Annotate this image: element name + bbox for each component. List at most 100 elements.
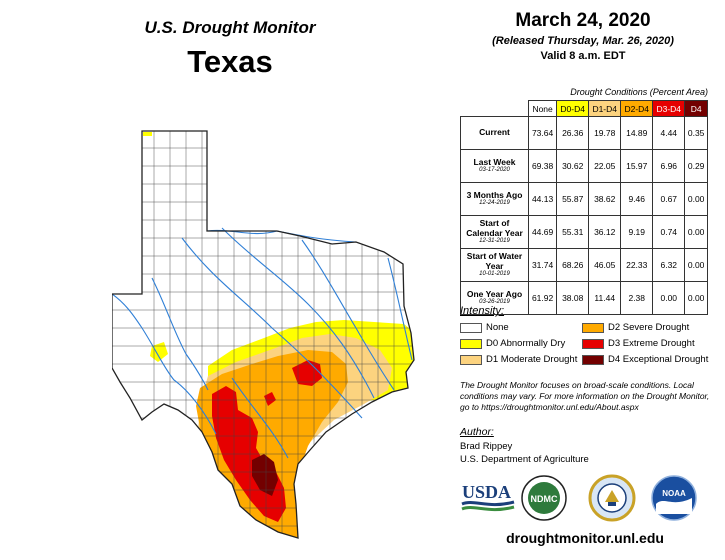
table-row: Start of Water Year 10-01-2019 31.74 68.2…	[460, 248, 708, 282]
table-cell: 0.67	[652, 182, 686, 216]
drought-monitor-note: The Drought Monitor focuses on broad-sca…	[460, 380, 710, 413]
d3-small-patch	[264, 392, 276, 406]
row-label: Start of Water Year 10-01-2019	[460, 248, 529, 282]
table-header-row: None D0-D4 D1-D4 D2-D4 D3-D4 D4	[460, 100, 708, 117]
table-cell: 55.87	[556, 182, 590, 216]
table-cell: 6.32	[652, 248, 686, 282]
table-row: Last Week 03-17-2020 69.38 30.62 22.05 15…	[460, 149, 708, 183]
table-cell: 73.64	[527, 116, 558, 150]
drought-stats-table: None D0-D4 D1-D4 D2-D4 D3-D4 D4 Current …	[460, 100, 708, 315]
table-caption: Drought Conditions (Percent Area)	[570, 87, 708, 97]
sabine-river	[387, 257, 413, 361]
pecos-river	[151, 277, 209, 391]
table-cell: 22.33	[620, 248, 654, 282]
commerce-seal-logo	[588, 474, 636, 522]
texas-drought-map	[112, 128, 447, 540]
table-cell: 46.05	[588, 248, 622, 282]
texas-land	[112, 131, 414, 538]
legend-item-d1: D1 Moderate Drought	[460, 354, 582, 365]
col-header: None	[527, 100, 558, 117]
author-heading: Author:	[460, 426, 494, 438]
table-cell: 0.00	[684, 215, 708, 249]
row-label: One Year Ago 03-26-2019	[460, 281, 529, 315]
table-cell: 30.62	[556, 149, 590, 183]
row-date: 12-24-2019	[479, 200, 510, 207]
date-block: March 24, 2020 (Released Thursday, Mar. …	[458, 10, 708, 62]
table-cell: 15.97	[620, 149, 654, 183]
table-cell: 11.44	[588, 281, 622, 315]
table-cell: 14.89	[620, 116, 654, 150]
table-cell: 9.46	[620, 182, 654, 216]
table-cell: 6.96	[652, 149, 686, 183]
usda-logo: USDA	[460, 478, 516, 514]
row-label: 3 Months Ago 12-24-2019	[460, 182, 529, 216]
trinity-river	[301, 239, 395, 391]
row-label: Start of Calendar Year 12-31-2019	[460, 215, 529, 249]
table-cell: 38.62	[588, 182, 622, 216]
table-cell: 0.00	[684, 248, 708, 282]
row-date: 10-01-2019	[479, 271, 510, 278]
table-cell: 0.35	[684, 116, 708, 150]
legend-item-d0: D0 Abnormally Dry	[460, 338, 582, 349]
texas-outline	[112, 130, 415, 539]
release-date: (Released Thursday, Mar. 26, 2020)	[492, 35, 674, 47]
col-header: D2-D4	[620, 100, 654, 117]
map-date: March 24, 2020	[515, 10, 651, 31]
legend-swatch	[582, 338, 604, 349]
legend-swatch	[460, 354, 482, 365]
d3-central-patch	[292, 360, 322, 386]
table-cell: 2.38	[620, 281, 654, 315]
legend-item-d2: D2 Severe Drought	[582, 322, 712, 333]
legend-swatch	[460, 338, 482, 349]
valid-time: Valid 8 a.m. EDT	[540, 50, 626, 62]
table-cell: 0.00	[684, 281, 708, 315]
usda-logo-text: USDA	[462, 482, 511, 502]
title-block: U.S. Drought Monitor Texas	[90, 18, 370, 80]
table-row: Current 73.64 26.36 19.78 14.89 4.44 0.3…	[460, 116, 708, 150]
table-row: 3 Months Ago 12-24-2019 44.13 55.87 38.62…	[460, 182, 708, 216]
table-cell: 9.19	[620, 215, 654, 249]
row-label: Last Week 03-17-2020	[460, 149, 529, 183]
col-header: D4	[684, 100, 708, 117]
d4-exceptional-drought-area	[252, 454, 278, 496]
table-row: One Year Ago 03-26-2019 61.92 38.08 11.44…	[460, 281, 708, 315]
legend-swatch	[582, 322, 604, 333]
legend-swatch	[460, 322, 482, 333]
table-cell: 0.00	[652, 281, 686, 315]
author-block: Author: Brad Rippey U.S. Department of A…	[460, 425, 710, 467]
noaa-logo-text: NOAA	[662, 489, 686, 498]
row-date: 03-26-2019	[479, 299, 510, 306]
table-cell: 31.74	[527, 248, 558, 282]
ndmc-logo-text: NDMC	[531, 494, 558, 504]
table-cell: 61.92	[527, 281, 558, 315]
table-cell: 69.38	[527, 149, 558, 183]
rio-grande	[112, 293, 217, 435]
table-cell: 19.78	[588, 116, 622, 150]
table-cell: 26.36	[556, 116, 590, 150]
colorado-river	[181, 237, 363, 419]
table-cell: 22.05	[588, 149, 622, 183]
col-header: D0-D4	[556, 100, 590, 117]
legend-item-none: None	[460, 322, 582, 333]
legend-item-d3: D3 Extreme Drought	[582, 338, 712, 349]
author-name: Brad Rippey	[460, 441, 513, 453]
author-org: U.S. Department of Agriculture	[460, 453, 589, 465]
map-title: U.S. Drought Monitor	[144, 18, 316, 37]
texas-map-graphic	[112, 130, 415, 539]
col-header: D1-D4	[588, 100, 622, 117]
d0-panhandle-patch	[143, 132, 152, 136]
table-cell: 44.13	[527, 182, 558, 216]
row-date: 12-31-2019	[479, 238, 510, 245]
table-cell: 55.31	[556, 215, 590, 249]
state-name: Texas	[187, 44, 273, 79]
ndmc-logo: NDMC	[520, 474, 568, 522]
row-label: Current	[460, 116, 529, 150]
table-cell: 0.00	[684, 182, 708, 216]
row-date: 03-17-2020	[479, 167, 510, 174]
website-url: droughtmonitor.unl.edu	[506, 530, 664, 546]
noaa-logo: NOAA	[650, 474, 698, 522]
table-corner	[460, 100, 529, 117]
table-cell: 68.26	[556, 248, 590, 282]
col-header: D3-D4	[652, 100, 686, 117]
table-cell: 36.12	[588, 215, 622, 249]
